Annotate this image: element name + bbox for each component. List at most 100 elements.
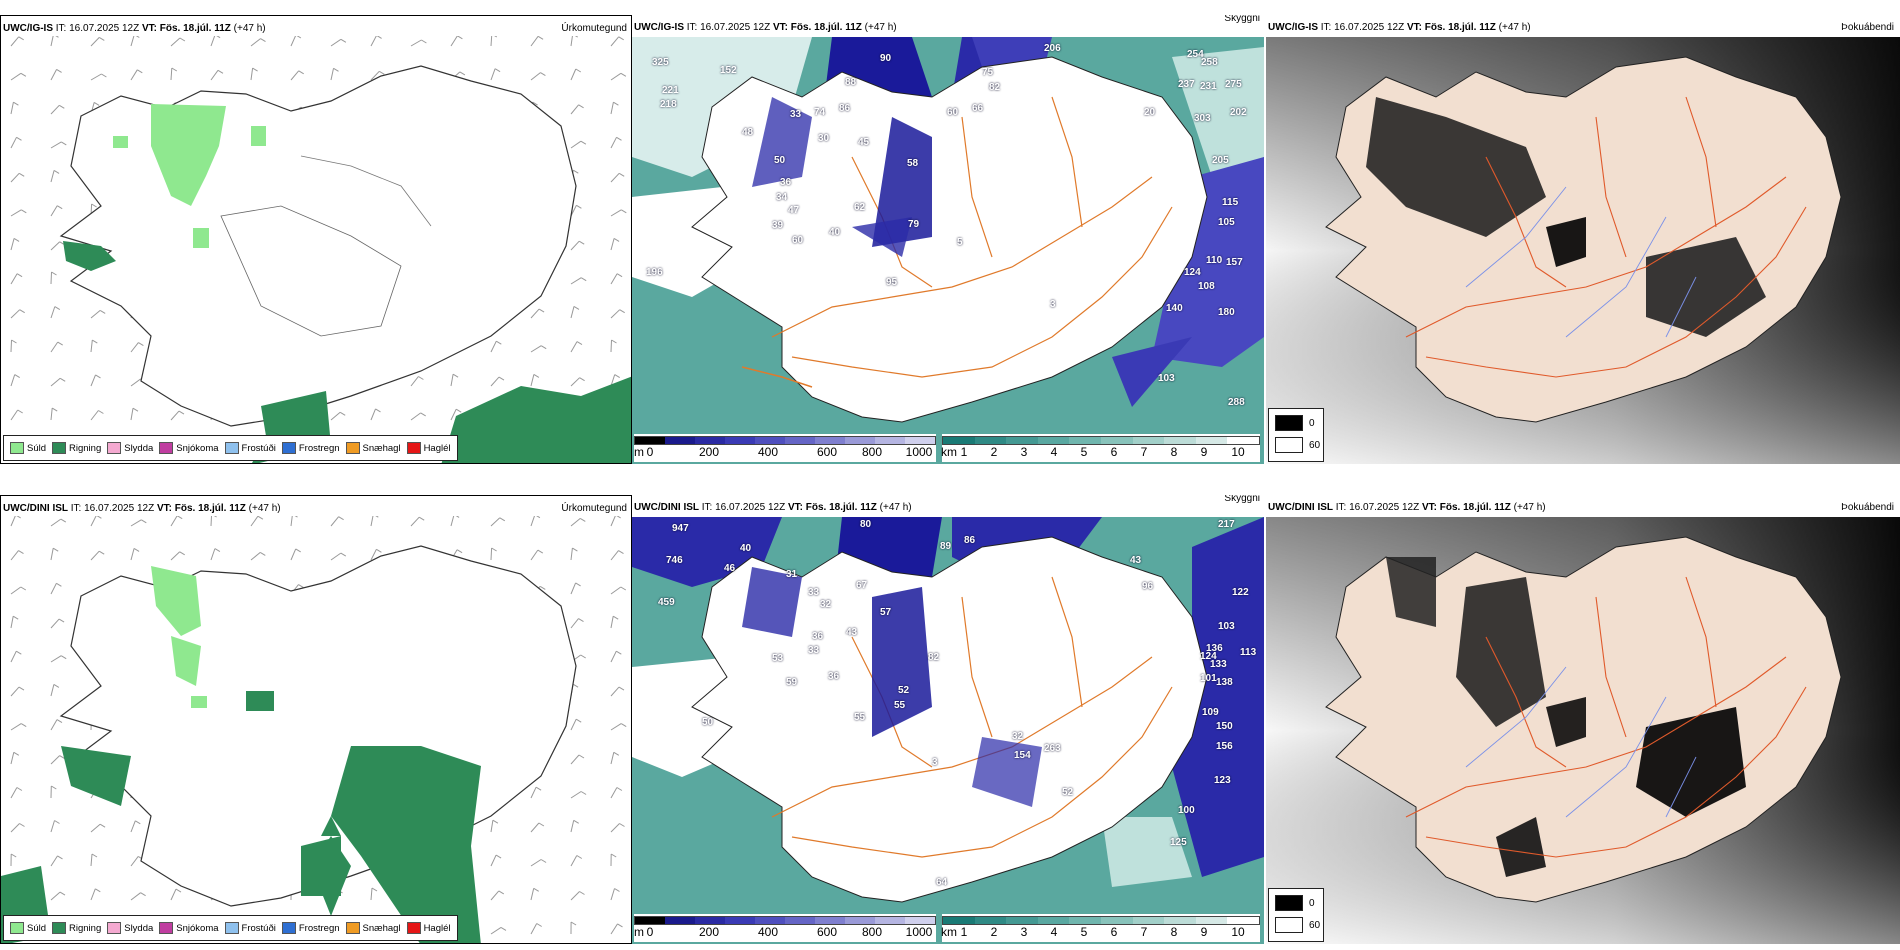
vis-label: 105 [1218,217,1235,228]
scale-tick: 400 [757,925,779,939]
vis-label: 746 [666,555,683,566]
vis-label: 50 [702,717,714,728]
legend-swatch-drizzle [10,922,24,934]
vis-label: 237 [1178,79,1195,90]
fog-legend: 0 60 [1268,408,1324,462]
vis-label: 67 [856,580,868,591]
scale-tick: 0 [646,445,654,459]
vis-label: 125 [1170,837,1187,848]
road-network [1405,96,1807,378]
fog-swatch-black [1275,895,1303,911]
vis-label: 60 [792,235,804,246]
vis-label: 221 [662,85,679,96]
vis-label: 133 [1210,659,1227,670]
scale-tick: 800 [861,925,883,939]
scale-tick: 1000 [905,445,933,459]
scale-tick: 1 [960,925,968,939]
legend-swatch-rain [52,442,67,454]
vis-label: 205 [1212,155,1229,166]
visibility-scale-km: km 1 2 3 4 5 6 7 8 9 10 [941,914,1260,942]
fog-swatch-white [1275,437,1303,453]
scale-tick: 7 [1140,445,1148,459]
fog-index-panel: UWC/DINI ISL IT: 16.07.2025 12Z VT: Fös.… [1266,495,1900,944]
visibility-map[interactable]: 325 152 221 218 33 74 86 88 90 75 82 66 … [632,37,1264,464]
vis-label: 157 [1226,257,1243,268]
vis-label: 152 [720,65,737,76]
scale-tick: 1000 [905,925,933,939]
vis-label: 5 [957,237,963,248]
vis-label: 196 [646,267,663,278]
vis-label: 90 [880,53,892,64]
vis-label: 325 [652,57,669,68]
vis-label: 124 [1184,267,1201,278]
vis-label: 115 [1222,197,1239,208]
scale-tick: 800 [861,445,883,459]
panel-title: Þokuábendi [1841,502,1894,513]
vis-label: 36 [780,177,792,188]
vis-label: 89 [940,541,952,552]
scale-tick: 5 [1080,925,1088,939]
scale-unit: km [941,445,957,459]
vis-label: 136 [1206,643,1223,654]
scale-colorbar [942,916,1260,925]
vis-label: 180 [1218,307,1235,318]
scale-tick: 4 [1050,445,1058,459]
vis-label: 217 [1218,519,1235,530]
scale-tick: 3 [1020,925,1028,939]
scale-tick: 8 [1170,925,1178,939]
vis-label: 86 [839,103,851,114]
scale-tick: 5 [1080,445,1088,459]
vis-label: 86 [964,535,976,546]
vis-label: 108 [1198,281,1215,292]
vis-label: 20 [1144,107,1156,118]
legend-swatch-hail [406,442,421,454]
legend-swatch-freezing-rain [281,922,296,934]
vis-label: 206 [1044,43,1061,54]
scale-tick: 2 [990,445,998,459]
scale-tick: 7 [1140,925,1148,939]
legend-swatch-snow [159,922,174,934]
legend-swatch-hail [406,922,421,934]
precip-map[interactable] [1,36,631,463]
rain-area [1,691,481,943]
vis-label: 66 [972,103,984,114]
panel-header: UWC/DINI ISL IT: 16.07.2025 12Z VT: Fös.… [3,503,281,514]
vis-label: 103 [1218,621,1235,632]
precip-map[interactable] [1,516,631,943]
vis-label: 58 [907,158,919,169]
legend-swatch-freezing-drizzle [224,442,239,454]
fog-map[interactable] [1266,517,1900,944]
vis-label: 258 [1201,57,1218,68]
scale-tick: 200 [698,445,720,459]
vis-label: 82 [989,82,1001,93]
legend-swatch-freezing-rain [281,442,296,454]
vis-label: 947 [672,523,689,534]
vis-label: 79 [908,219,920,230]
legend-swatch-drizzle [10,442,24,454]
legend-swatch-sleet [107,922,122,934]
vis-label: 103 [1158,373,1175,384]
vis-label: 140 [1166,303,1183,314]
scale-tick: 200 [698,925,720,939]
scale-tick: 9 [1200,445,1208,459]
panel-header: UWC/IG-IS IT: 16.07.2025 12Z VT: Fös. 18… [1268,22,1531,33]
vis-label: 110 [1206,255,1223,266]
fog-map[interactable] [1266,37,1900,464]
precip-type-legend: Súld Rigning Slydda Snjókoma Frostúði Fr… [3,915,458,941]
vis-label: 88 [845,77,857,88]
vis-label: 156 [1216,741,1233,752]
scale-unit: m [634,925,644,939]
vis-label: 36 [812,631,824,642]
visibility-map[interactable]: 947 746 459 40 46 31 33 32 67 80 89 86 3… [632,517,1264,944]
vis-label: 48 [742,127,754,138]
scale-tick: 6 [1110,925,1118,939]
precip-type-panel: UWC/IG-IS IT: 16.07.2025 12Z VT: Fös. 18… [0,15,632,464]
scale-tick: 3 [1020,445,1028,459]
scale-tick: 600 [816,925,838,939]
panel-header: UWC/DINI ISL IT: 16.07.2025 12Z VT: Fös.… [634,502,912,513]
precip-type-legend: Súld Rigning Slydda Snjókoma Frostúði Fr… [3,435,458,461]
vis-label: 80 [860,519,872,530]
panel-title: Úrkomutegund [561,503,627,514]
vis-label: 55 [894,700,906,711]
vis-label: 55 [854,712,866,723]
